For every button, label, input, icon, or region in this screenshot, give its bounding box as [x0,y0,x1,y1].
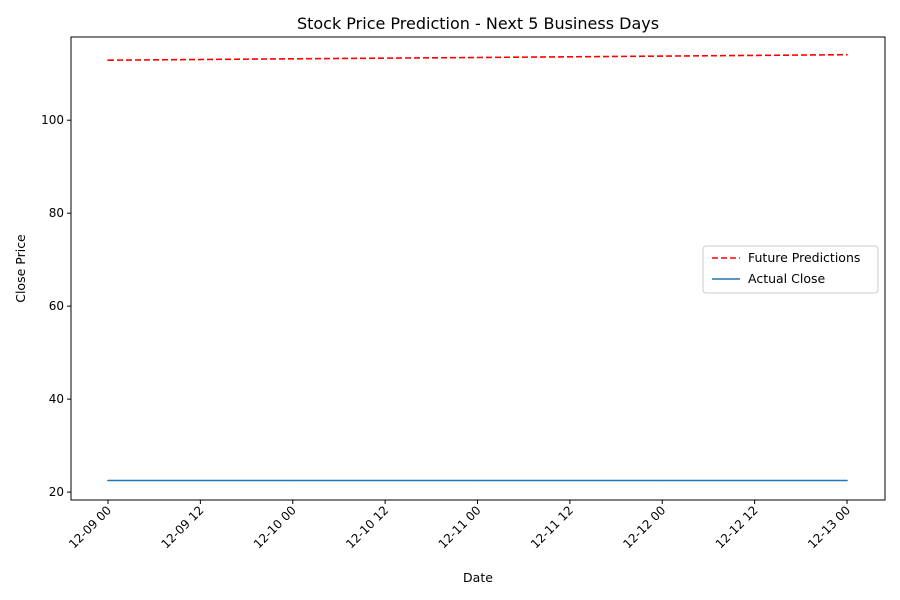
y-tick-label: 80 [49,206,64,220]
series-1-point [292,58,294,60]
series-1-point [661,55,664,57]
series-1-point [846,53,848,56]
y-tick-label: 40 [49,392,64,406]
series-2-point [661,479,664,482]
y-tick-label: 20 [49,485,64,499]
series-1-point [476,56,479,59]
y-axis-label: Close Price [13,234,28,303]
series-layer [107,53,848,482]
chart-title: Stock Price Prediction - Next 5 Business… [297,14,659,33]
legend-label: Actual Close [748,271,825,286]
series-2-point [292,479,294,482]
y-tick-label: 60 [49,299,64,313]
legend: Future Predictions Actual Close [702,245,879,294]
series-2-point [476,479,479,482]
series-1-point [107,59,109,61]
y-tick-label: 100 [41,113,64,127]
series-2-point [107,479,109,482]
legend-label: Future Predictions [748,250,860,265]
x-axis-label: Date [463,570,493,585]
series-2-point [846,479,848,482]
y-axis: 20 40 60 80 100 [41,113,71,499]
legend-box [702,245,879,294]
